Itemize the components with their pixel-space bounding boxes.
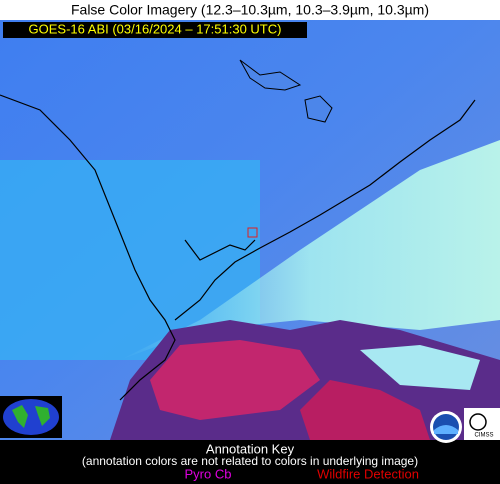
key-band (0, 440, 500, 484)
cimss-label: CIMSS (474, 433, 493, 439)
globe-icon (0, 396, 62, 438)
cimss-logo: CIMSS (464, 408, 500, 440)
product-box (3, 22, 307, 38)
key-title: Annotation Key (206, 441, 295, 456)
key-wildfire: Wildfire Detection (317, 466, 419, 481)
key-pyro: Pyro Cb (185, 466, 232, 481)
noaa-logo (430, 411, 462, 443)
title: False Color Imagery (12.3–10.3µm, 10.3–3… (71, 2, 429, 18)
satellite-image (0, 20, 500, 440)
product-label: GOES-16 ABI (03/16/2024 – 17:51:30 UTC) (29, 21, 282, 36)
key-note: (annotation colors are not related to co… (82, 454, 418, 468)
